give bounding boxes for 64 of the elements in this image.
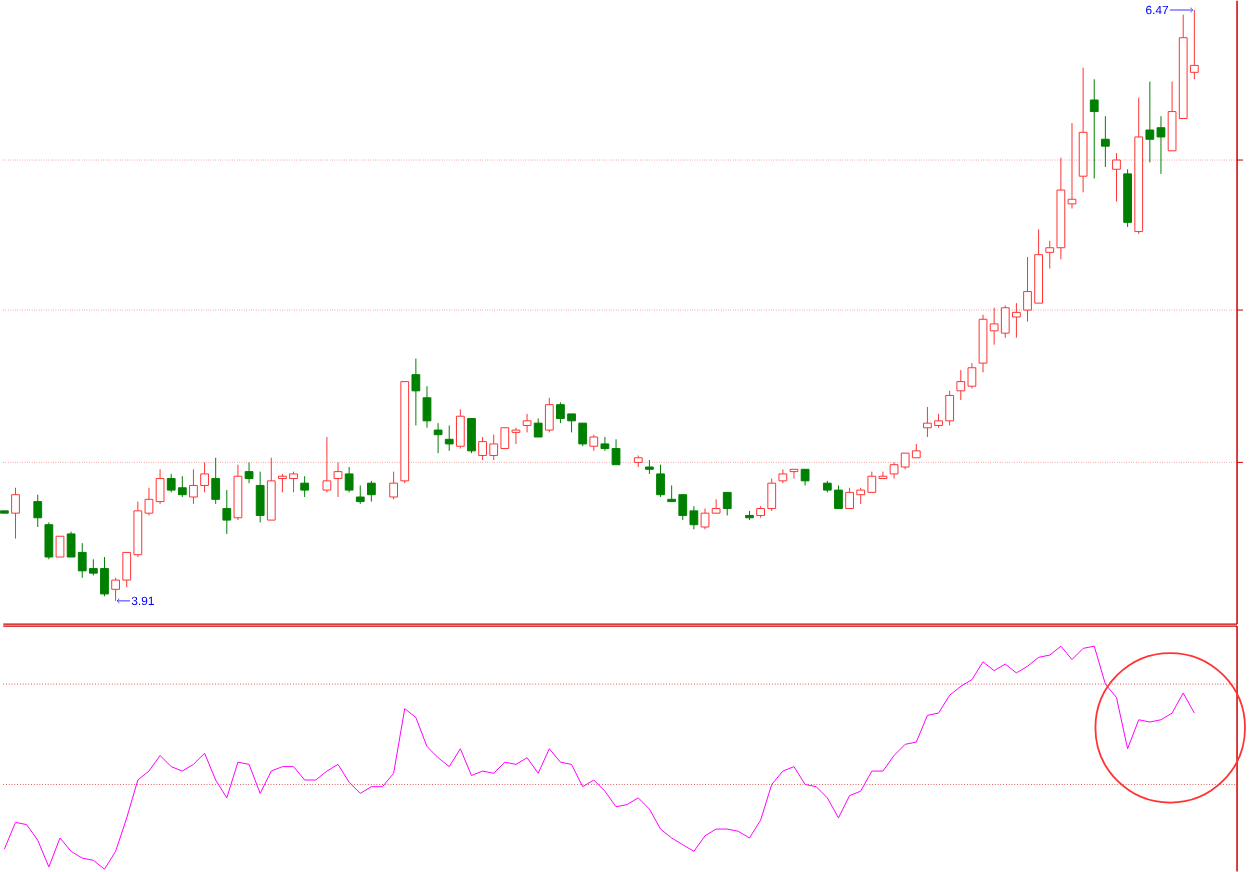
candlestick <box>289 471 298 493</box>
candlestick <box>333 461 343 498</box>
candlestick <box>500 427 510 449</box>
candlestick <box>789 468 799 479</box>
candlestick <box>556 401 565 424</box>
candlestick <box>322 436 332 493</box>
candlestick <box>1023 256 1032 322</box>
candlestick <box>55 535 65 558</box>
candlestick <box>989 307 999 346</box>
candlestick <box>600 436 610 452</box>
candlestick <box>567 413 576 433</box>
candlestick <box>700 507 710 530</box>
candlestick <box>923 406 932 438</box>
candlestick <box>278 473 287 493</box>
candlestick <box>244 461 254 484</box>
candlestick <box>389 471 399 500</box>
annotation: 3.91 <box>131 596 154 605</box>
candlestick <box>834 484 843 509</box>
candlestick <box>689 505 699 530</box>
candlestick <box>189 468 198 505</box>
candlestick <box>533 417 543 438</box>
annotation: 6.47 <box>1146 5 1169 15</box>
candlestick <box>166 473 176 493</box>
candlestick <box>478 436 487 461</box>
candlestick <box>1045 240 1055 269</box>
candlestick <box>200 461 209 493</box>
candlestick <box>1012 302 1021 339</box>
candlestick <box>222 489 232 535</box>
candlestick <box>355 484 365 505</box>
candlestick <box>366 480 376 503</box>
candlestick <box>578 422 588 447</box>
candlestick <box>511 427 521 445</box>
candlestick <box>77 542 87 579</box>
candlestick <box>155 468 165 505</box>
candlestick <box>344 466 354 493</box>
candlestick <box>1156 115 1166 175</box>
candlestick <box>1067 122 1077 209</box>
candlestick <box>867 471 877 493</box>
candlestick <box>211 457 221 505</box>
candlestick <box>144 487 154 516</box>
candlestick <box>678 494 688 521</box>
candlestick <box>177 475 187 498</box>
candlestick <box>489 434 499 461</box>
candlestick <box>967 362 977 389</box>
candlestick <box>444 424 454 452</box>
candlestick <box>956 369 966 401</box>
candlestick <box>1112 152 1121 202</box>
candlestick <box>845 487 854 509</box>
candlestick <box>11 487 20 539</box>
candlestick <box>522 413 532 433</box>
candlestick <box>656 464 665 498</box>
candlestick <box>433 422 443 454</box>
candlestick <box>411 357 421 426</box>
candlestick <box>722 491 732 516</box>
candlestick <box>1145 80 1155 163</box>
candlestick <box>878 471 888 479</box>
candlestick <box>1089 78 1099 179</box>
candlestick <box>300 475 310 498</box>
candlestick <box>66 531 76 558</box>
candlestick <box>33 494 43 528</box>
candlestick <box>1100 115 1110 168</box>
candlestick <box>711 498 721 514</box>
candlestick <box>611 438 621 466</box>
candlestick <box>422 385 432 429</box>
